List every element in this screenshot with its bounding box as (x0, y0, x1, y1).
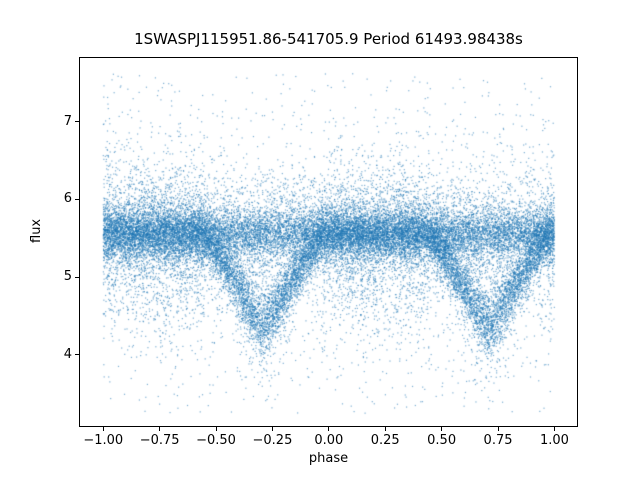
y-tick-label: 7 (63, 113, 72, 129)
y-tick-mark (75, 198, 79, 200)
x-axis-label: phase (308, 451, 349, 466)
chart-title: 1SWASPJ115951.86-541705.9 Period 61493.9… (134, 30, 523, 48)
scatter-points-canvas (80, 58, 577, 426)
x-tick-label: −0.25 (252, 433, 293, 448)
x-tick-label: 1.00 (539, 433, 569, 448)
y-tick-label: 4 (63, 346, 72, 362)
x-tick-label: −1.00 (83, 433, 124, 448)
x-tick-label: −0.50 (196, 433, 236, 448)
x-tick-mark (102, 427, 104, 431)
x-tick-label: −0.75 (139, 433, 180, 448)
x-tick-mark (441, 427, 443, 431)
x-tick-label: 0.00 (314, 433, 344, 448)
x-tick-mark (271, 427, 273, 431)
x-tick-mark (328, 427, 330, 431)
axes (79, 57, 578, 427)
x-tick-label: 0.50 (427, 433, 457, 448)
y-tick-mark (75, 354, 79, 356)
y-tick-label: 6 (63, 191, 72, 207)
x-tick-mark (384, 427, 386, 431)
x-tick-mark (553, 427, 555, 431)
x-tick-label: 0.75 (483, 433, 513, 448)
x-tick-mark (497, 427, 499, 431)
y-tick-label: 5 (63, 269, 72, 285)
x-tick-label: 0.25 (370, 433, 400, 448)
x-tick-mark (215, 427, 217, 431)
y-tick-mark (75, 121, 79, 123)
y-tick-mark (75, 276, 79, 278)
x-tick-mark (159, 427, 161, 431)
